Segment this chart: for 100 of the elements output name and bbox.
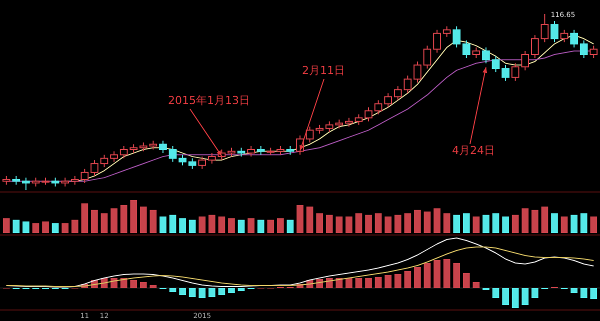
bar xyxy=(414,210,421,233)
bar xyxy=(453,263,460,288)
bar xyxy=(541,206,548,233)
bar xyxy=(365,278,372,288)
bar xyxy=(346,278,352,288)
bar xyxy=(160,216,166,233)
bar xyxy=(580,288,588,298)
bar xyxy=(404,213,412,233)
bar xyxy=(384,275,392,288)
bar xyxy=(522,208,529,233)
bar xyxy=(208,214,216,233)
bar xyxy=(522,288,529,305)
candlestick xyxy=(452,26,461,48)
bar xyxy=(62,223,69,233)
bar xyxy=(531,210,538,233)
candlestick xyxy=(198,156,206,170)
bar xyxy=(560,216,568,233)
bar xyxy=(462,213,470,233)
candlestick xyxy=(570,29,578,48)
bar xyxy=(188,288,196,297)
bar xyxy=(531,288,538,298)
bar xyxy=(434,260,440,288)
candlestick xyxy=(354,114,363,126)
candlestick xyxy=(433,29,441,54)
bar xyxy=(424,263,431,288)
bar xyxy=(169,288,176,292)
bar xyxy=(414,267,421,288)
bar xyxy=(277,218,284,233)
bar xyxy=(551,213,558,233)
candlestick xyxy=(208,152,216,164)
candlestick xyxy=(423,45,432,70)
bar xyxy=(570,288,578,293)
bar xyxy=(286,220,294,233)
bar xyxy=(110,208,118,233)
bar xyxy=(296,204,304,233)
bar xyxy=(394,214,402,233)
bar xyxy=(188,220,196,233)
candlestick xyxy=(472,46,480,58)
bar xyxy=(12,220,20,233)
bar xyxy=(100,213,108,233)
candlestick xyxy=(159,140,167,154)
bar xyxy=(169,214,176,233)
bar xyxy=(91,210,98,233)
bar xyxy=(71,220,78,233)
candlestick xyxy=(442,26,451,38)
candlestick xyxy=(502,64,510,82)
bar xyxy=(590,288,598,299)
candlestick xyxy=(550,20,558,43)
bar xyxy=(267,220,274,233)
bar xyxy=(228,218,235,233)
candlestick xyxy=(120,146,128,159)
bar xyxy=(462,273,470,288)
bar xyxy=(443,213,450,233)
bar xyxy=(218,288,226,295)
bar xyxy=(42,221,49,233)
bar xyxy=(374,277,382,288)
candlestick xyxy=(22,177,30,190)
bar xyxy=(198,216,206,233)
bar xyxy=(404,271,412,288)
bar xyxy=(306,206,314,233)
bar xyxy=(434,208,440,233)
candlestick xyxy=(560,29,568,43)
bar xyxy=(512,288,519,308)
bar xyxy=(316,213,323,233)
candlestick xyxy=(110,150,118,162)
candlestick xyxy=(414,61,422,84)
bar xyxy=(130,200,138,233)
bar xyxy=(512,214,519,233)
bar xyxy=(208,288,216,297)
bar xyxy=(365,214,372,233)
bar xyxy=(472,282,480,288)
bar xyxy=(355,213,362,233)
candlestick xyxy=(540,14,549,43)
bar xyxy=(198,288,206,298)
bar xyxy=(22,221,30,233)
bar xyxy=(2,218,10,233)
candlestick xyxy=(306,126,314,143)
candlestick xyxy=(100,154,108,168)
bar xyxy=(453,214,460,233)
candlestick xyxy=(364,106,372,122)
bar xyxy=(424,212,431,233)
bar xyxy=(326,214,333,233)
bar xyxy=(248,218,254,233)
bar xyxy=(580,213,588,233)
bar xyxy=(228,288,235,293)
annotation: 2015年1月13日 xyxy=(168,94,250,107)
bar xyxy=(218,216,226,233)
bar xyxy=(150,210,157,233)
bar xyxy=(384,216,392,233)
candlestick xyxy=(530,34,539,58)
candlestick xyxy=(168,146,177,162)
candlestick xyxy=(188,158,196,170)
bar xyxy=(346,216,352,233)
annotation: 4月24日 xyxy=(452,144,495,157)
candlestick xyxy=(374,100,382,115)
bar xyxy=(355,278,362,288)
bar xyxy=(492,288,500,298)
bar xyxy=(336,216,343,233)
candlestick xyxy=(384,92,392,108)
bar xyxy=(482,214,490,233)
